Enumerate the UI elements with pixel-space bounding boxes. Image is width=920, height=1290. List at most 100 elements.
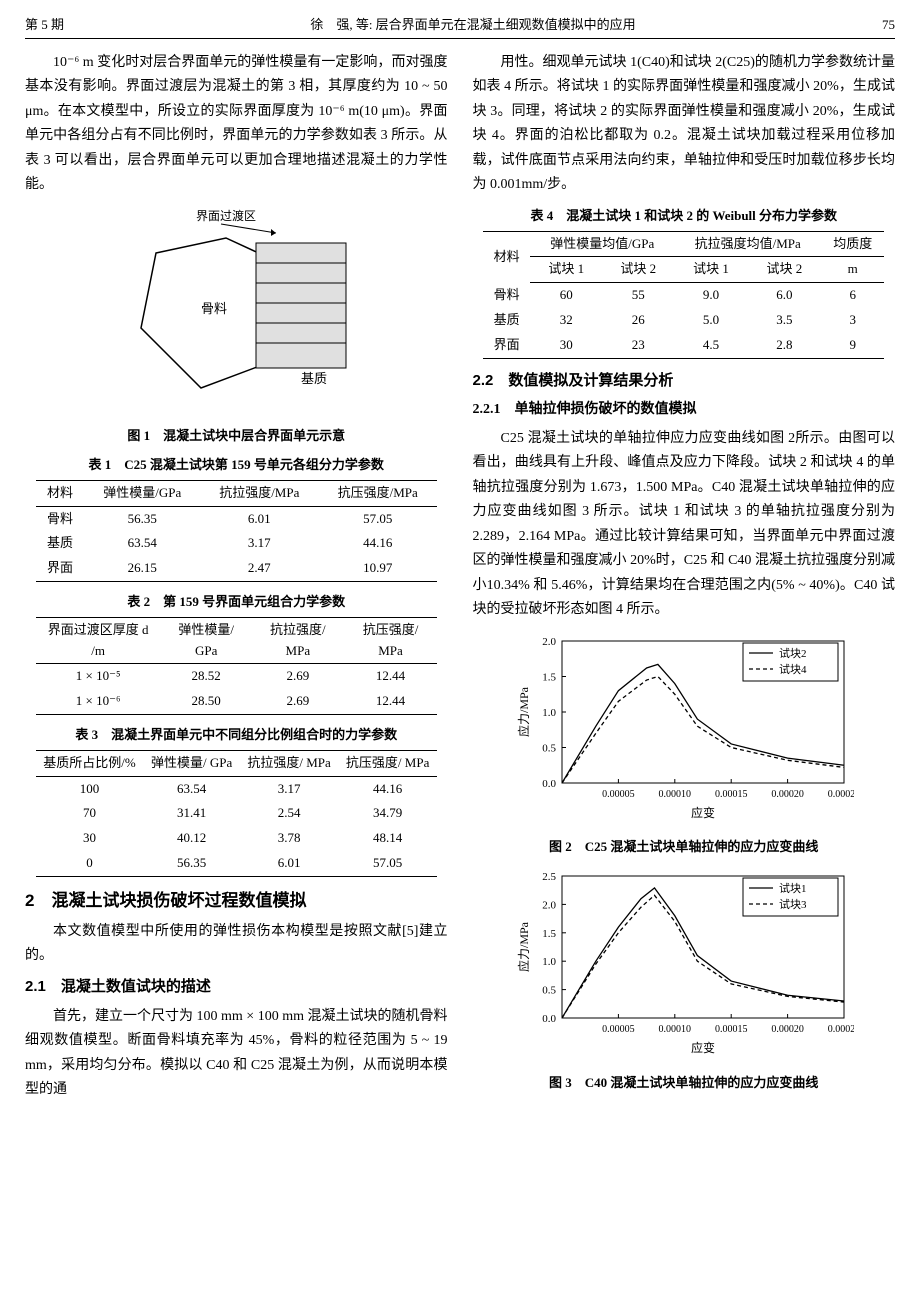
table-cell: 6.0 — [748, 283, 821, 308]
table-cell: 骨料 — [483, 283, 530, 308]
svg-text:0.0: 0.0 — [542, 1013, 556, 1025]
aggregate-schematic-icon: 界面过渡区 骨料 基质 — [106, 208, 366, 408]
table-cell: 44.16 — [318, 531, 436, 556]
table-cell: 2.54 — [240, 801, 339, 826]
table-cell: 63.54 — [84, 531, 200, 556]
table-row: 10063.543.1744.16 — [36, 776, 437, 801]
table-cell: 2.47 — [200, 556, 318, 581]
table-4-col-material: 材料 — [483, 231, 530, 283]
table-row: 1 × 10⁻⁵28.522.6912.44 — [36, 664, 437, 689]
svg-text:0.5: 0.5 — [542, 742, 556, 754]
table-cell: 48.14 — [338, 826, 437, 851]
svg-text:1.5: 1.5 — [542, 671, 556, 683]
left-paragraph-2: 本文数值模型中所使用的弹性损伤本构模型是按照文献[5]建立的。 — [25, 920, 448, 969]
table-cell: 3.17 — [240, 776, 339, 801]
section-2-1-heading: 2.1 混凝土数值试块的描述 — [25, 975, 448, 999]
svg-text:骨料: 骨料 — [201, 301, 227, 316]
table-cell: 3.78 — [240, 826, 339, 851]
table-header-cell: 弹性模量/ GPa — [143, 750, 239, 776]
table-cell: 32 — [530, 308, 602, 333]
table-row: 3040.123.7848.14 — [36, 826, 437, 851]
table-header-cell: 抗压强度/MPa — [318, 480, 436, 506]
svg-text:基质: 基质 — [301, 371, 327, 386]
table-header-cell: 基质所占比例/% — [36, 750, 144, 776]
svg-text:应变: 应变 — [691, 805, 715, 820]
right-column: 用性。细观单元试块 1(C40)和试块 2(C25)的随机力学参数统计量如表 4… — [473, 51, 896, 1103]
table-4-sub1: 试块 1 — [530, 257, 602, 283]
svg-text:1.5: 1.5 — [542, 928, 556, 940]
table-row: 骨料60559.06.06 — [483, 283, 884, 308]
table-4: 材料 弹性模量均值/GPa 抗拉强度均值/MPa 均质度 试块 1 试块 2 试… — [483, 231, 884, 359]
table-row: 7031.412.5434.79 — [36, 801, 437, 826]
table-cell: 2.8 — [748, 333, 821, 358]
page-number: 75 — [882, 15, 895, 36]
table-cell: 57.05 — [318, 506, 436, 531]
svg-text:试块3: 试块3 — [779, 898, 807, 911]
svg-text:0.0: 0.0 — [542, 778, 556, 790]
table-header-cell: 材料 — [36, 480, 85, 506]
table-row: 基质63.543.1744.16 — [36, 531, 437, 556]
svg-text:试块2: 试块2 — [779, 647, 807, 660]
table-cell: 23 — [602, 333, 674, 358]
table-header-cell: 抗压强度/ MPa — [338, 750, 437, 776]
table-cell: 63.54 — [143, 776, 239, 801]
right-paragraph-2: C25 混凝土试块的单轴拉伸应力应变曲线如图 2所示。由图可以看出，曲线具有上升… — [473, 427, 896, 623]
table-cell: 28.50 — [161, 689, 252, 714]
table-header-cell: 抗拉强度/ MPa — [240, 750, 339, 776]
table-header-cell: 抗拉强度/MPa — [200, 480, 318, 506]
table-4-sub3: 试块 1 — [674, 257, 747, 283]
table-cell: 56.35 — [143, 851, 239, 876]
table-cell: 5.0 — [674, 308, 747, 333]
table-cell: 57.05 — [338, 851, 437, 876]
svg-text:0.5: 0.5 — [542, 985, 556, 997]
svg-text:0.00025: 0.00025 — [828, 789, 854, 800]
figure-2-caption: 图 2 C25 混凝土试块单轴拉伸的应力应变曲线 — [473, 837, 896, 858]
table-header-cell: 弹性模量/GPa — [84, 480, 200, 506]
svg-text:1.0: 1.0 — [542, 956, 556, 968]
table-cell: 0 — [36, 851, 144, 876]
svg-text:0.00015: 0.00015 — [715, 789, 748, 800]
table-4-sub5: m — [821, 257, 884, 283]
table-cell: 4.5 — [674, 333, 747, 358]
svg-text:2.0: 2.0 — [542, 900, 556, 912]
right-paragraph-1: 用性。细观单元试块 1(C40)和试块 2(C25)的随机力学参数统计量如表 4… — [473, 51, 896, 198]
svg-text:0.00020: 0.00020 — [771, 1024, 804, 1035]
svg-text:2.5: 2.5 — [542, 871, 556, 883]
issue-number: 第 5 期 — [25, 15, 64, 36]
table-header-cell: 抗压强度/ MPa — [344, 617, 437, 664]
table-row: 基质32265.03.53 — [483, 308, 884, 333]
table-4-group-tensile: 抗拉强度均值/MPa — [674, 231, 821, 257]
left-column: 10⁻⁶ m 变化时对层合界面单元的弹性模量有一定影响，而对强度基本没有影响。界… — [25, 51, 448, 1103]
table-row: 界面30234.52.89 — [483, 333, 884, 358]
table-4-sub2: 试块 2 — [602, 257, 674, 283]
table-cell: 55 — [602, 283, 674, 308]
svg-text:应力/MPa: 应力/MPa — [516, 686, 531, 737]
table-cell: 28.52 — [161, 664, 252, 689]
svg-text:试块4: 试块4 — [779, 663, 807, 676]
table-cell: 界面 — [36, 556, 85, 581]
running-title: 徐 强, 等: 层合界面单元在混凝土细观数值模拟中的应用 — [310, 15, 635, 36]
table-cell: 31.41 — [143, 801, 239, 826]
svg-text:0.00005: 0.00005 — [602, 1024, 635, 1035]
table-cell: 骨料 — [36, 506, 85, 531]
table-cell: 2.69 — [252, 664, 345, 689]
table-cell: 26.15 — [84, 556, 200, 581]
table-row: 骨料56.356.0157.05 — [36, 506, 437, 531]
svg-text:试块1: 试块1 — [779, 882, 807, 895]
svg-text:0.00025: 0.00025 — [828, 1024, 854, 1035]
left-paragraph-3: 首先，建立一个尺寸为 100 mm × 100 mm 混凝土试块的随机骨料细观数… — [25, 1005, 448, 1103]
figure-2-chart: 0.00.51.01.52.00.000050.000100.000150.00… — [473, 631, 896, 829]
table-cell: 1 × 10⁻⁶ — [36, 689, 161, 714]
table-cell: 界面 — [483, 333, 530, 358]
table-cell: 30 — [36, 826, 144, 851]
table-row: 界面26.152.4710.97 — [36, 556, 437, 581]
table-cell: 34.79 — [338, 801, 437, 826]
table-header-cell: 弹性模量/ GPa — [161, 617, 252, 664]
svg-text:应力/MPa: 应力/MPa — [516, 921, 531, 972]
svg-text:0.00005: 0.00005 — [602, 789, 635, 800]
table-cell: 6 — [821, 283, 884, 308]
table-cell: 26 — [602, 308, 674, 333]
table-cell: 3.5 — [748, 308, 821, 333]
table-cell: 基质 — [36, 531, 85, 556]
two-column-layout: 10⁻⁶ m 变化时对层合界面单元的弹性模量有一定影响，而对强度基本没有影响。界… — [25, 51, 895, 1103]
